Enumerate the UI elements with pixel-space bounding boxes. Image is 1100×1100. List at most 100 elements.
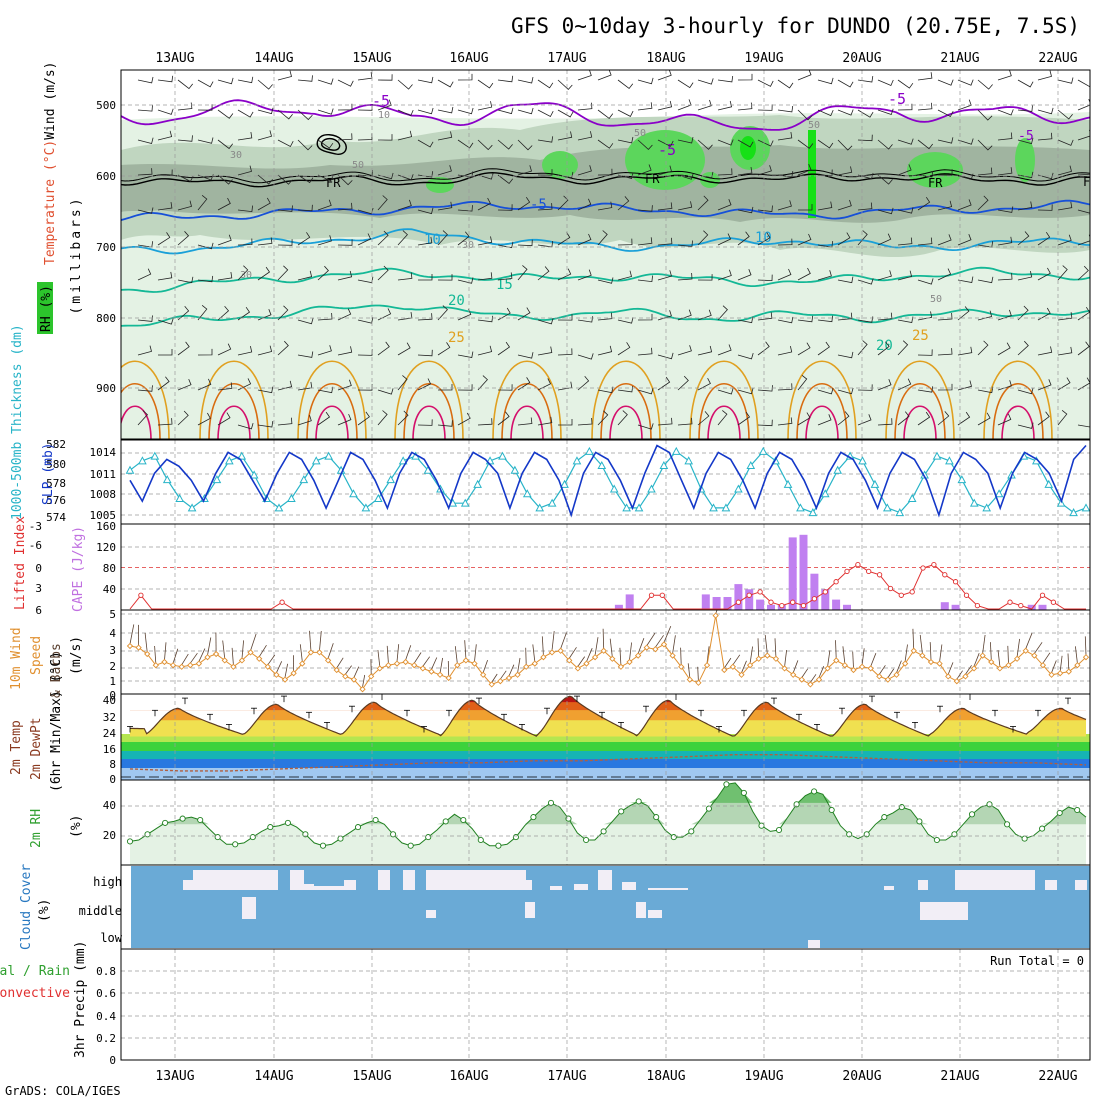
thickness-point [883, 503, 892, 512]
top-date-label: 22AUG [1038, 51, 1077, 66]
contour-label: 50 [808, 120, 820, 131]
thickness-point [1081, 503, 1090, 512]
wind-barb [537, 266, 550, 281]
wind-barb [1077, 424, 1090, 428]
wind-barb [1037, 204, 1053, 211]
wind-barb [897, 164, 912, 176]
thickness-point [299, 475, 309, 484]
warm-loop [121, 360, 170, 439]
wind-barb [397, 109, 414, 117]
temp-tick: 8 [109, 758, 116, 771]
wind-barb [1057, 139, 1074, 146]
wind-barb [637, 638, 645, 654]
wind-barb [257, 174, 273, 185]
wind-barb [594, 637, 599, 656]
slp-thickness-panel: 582 580 578 576 574 1014 1011 1008 1005 … [10, 324, 1091, 525]
lifted-index-point [963, 592, 970, 598]
wind-barb [197, 304, 208, 321]
wind-barb [558, 419, 573, 426]
bottom-date-label: 17AUG [547, 1069, 586, 1084]
wind-barb [617, 317, 634, 324]
wind-barb [362, 674, 366, 688]
bottom-date-labels: 13AUG 14AUG 15AUG 16AUG 17AUG 18AUG 19AU… [155, 1069, 1077, 1084]
wind-barb [357, 233, 372, 246]
wind-barb [299, 644, 303, 662]
wind-speed-point [1082, 654, 1090, 661]
thickness-point [969, 498, 979, 507]
wind-barb [677, 345, 692, 356]
thickness-point [162, 475, 172, 484]
cape-bar [745, 589, 754, 610]
wind-barb [857, 230, 868, 246]
bottom-date-label: 22AUG [1038, 1069, 1077, 1084]
cape-bar [1038, 604, 1047, 610]
wind-barb [965, 665, 972, 675]
thickness-point [373, 493, 383, 502]
wind-barb [157, 376, 170, 391]
cape-bar [734, 584, 743, 610]
thickness-point [932, 451, 942, 460]
warm-loop [609, 405, 643, 439]
wind-barb [597, 386, 614, 394]
wind-barb [537, 169, 553, 176]
contour-label: 50 [634, 128, 646, 139]
wind-speed-point [721, 666, 728, 674]
upper-air-panel: -5 -5 -5 -5 FR FR FR FR -5 10 10 15 20 2… [37, 61, 1091, 440]
wind-barb [1051, 660, 1057, 673]
rh2m-point [828, 806, 835, 814]
wind-barb [198, 648, 206, 662]
bottom-date-label: 18AUG [646, 1069, 685, 1084]
wind-barb [617, 172, 634, 179]
bottom-date-label: 14AUG [254, 1069, 293, 1084]
wind-speed-point [187, 662, 194, 669]
wind-barb [517, 107, 534, 115]
wind-barb [917, 72, 933, 81]
thickness-point [597, 460, 607, 470]
temperature-grid [174, 694, 1059, 780]
wind-barb [637, 139, 653, 150]
wind-barb [777, 346, 793, 356]
wind-barb [257, 79, 273, 90]
wind-barb [577, 417, 593, 426]
wind-barb [525, 647, 527, 665]
wind-barb [749, 646, 753, 664]
wind-speed-point [497, 678, 504, 685]
wind-barb [797, 267, 811, 281]
cloud-level-middle: middle [79, 904, 122, 918]
wind10m-speed-markers [126, 612, 1090, 693]
wind-barb [597, 168, 613, 176]
wind-barb [937, 109, 954, 118]
top-date-label: 21AUG [940, 51, 979, 66]
rh2m-point [232, 841, 239, 848]
wind-barb [437, 106, 454, 114]
thickness-point [820, 489, 830, 498]
wind-barb [917, 386, 934, 393]
wind10m-panel: 5 4 3 2 1 0 10m Wind Speed & Barbs (m/s) [9, 608, 1091, 702]
wind-barb [257, 237, 273, 246]
lifted-index-point [746, 592, 752, 598]
wind-barb [439, 657, 443, 673]
dewpoint-series [129, 754, 1087, 772]
wind-speed-point [609, 655, 616, 662]
wind-speed-point [790, 671, 797, 678]
wind-barb [237, 165, 252, 176]
wind-barb [777, 131, 793, 141]
bottom-date-label: 21AUG [940, 1069, 979, 1084]
wind-speed-point [746, 662, 754, 669]
top-date-label: 16AUG [449, 51, 488, 66]
thickness-point [796, 503, 805, 512]
wind-barb [337, 270, 353, 281]
wind-barb [737, 269, 752, 281]
thickness-point [957, 475, 967, 484]
wind-barb [797, 163, 812, 176]
wind-barb [1057, 165, 1072, 176]
rh2m-point [793, 801, 800, 808]
lifted-index-point [790, 599, 796, 605]
thickness-point [560, 479, 569, 488]
wind-barb [597, 139, 614, 149]
wind-speed-point [161, 658, 168, 666]
wind-barb [697, 195, 709, 211]
wind-speed-point [1022, 647, 1029, 654]
wind-barb [557, 348, 573, 356]
wind-barb [241, 640, 244, 659]
